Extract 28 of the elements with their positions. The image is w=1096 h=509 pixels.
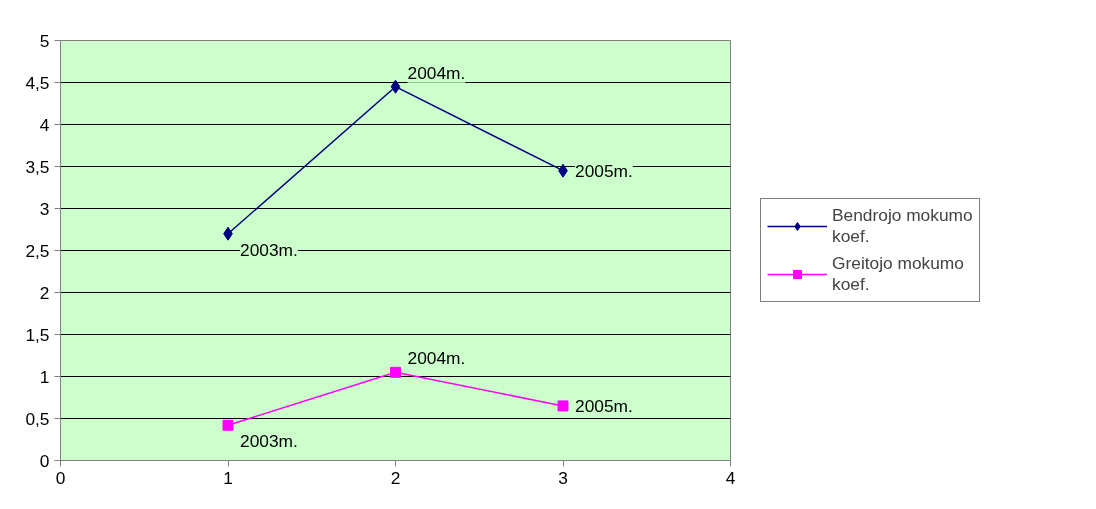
x-tick-label: 0 xyxy=(55,467,66,488)
x-tick-label: 4 xyxy=(725,467,736,488)
y-tick-label: 0 xyxy=(39,450,50,471)
y-tick-label: 1 xyxy=(39,366,50,387)
annotation: 2005m. xyxy=(575,395,633,416)
annotation: 2004m. xyxy=(407,348,466,369)
annotation: 2003m. xyxy=(240,239,298,260)
point xyxy=(390,79,401,94)
point xyxy=(557,400,569,412)
x-tick-label: 1 xyxy=(223,467,233,488)
point xyxy=(390,366,401,378)
x-tick-label: 2 xyxy=(390,467,401,488)
y-tick-label: 5 xyxy=(39,30,50,51)
legend-label: Greitojo mokumo koef. xyxy=(832,253,964,295)
annotation: 2003m. xyxy=(240,431,298,452)
annotation: 2005m. xyxy=(575,160,633,181)
y-tick-label: 2 xyxy=(39,282,50,303)
x-tick-label: 3 xyxy=(558,467,568,488)
y-tick-label: 0,5 xyxy=(25,408,50,429)
point xyxy=(222,419,234,431)
annotation: 2004m. xyxy=(407,62,466,83)
y-tick-label: 4 xyxy=(39,114,50,135)
y-tick-label: 4,5 xyxy=(25,72,50,93)
legend-label: Bendrojo mokumo koef. xyxy=(832,205,973,247)
y-tick-label: 3 xyxy=(39,198,50,219)
y-tick-label: 1,5 xyxy=(25,324,50,345)
y-tick-label: 2,5 xyxy=(25,240,50,261)
y-tick-label: 3,5 xyxy=(25,156,50,177)
